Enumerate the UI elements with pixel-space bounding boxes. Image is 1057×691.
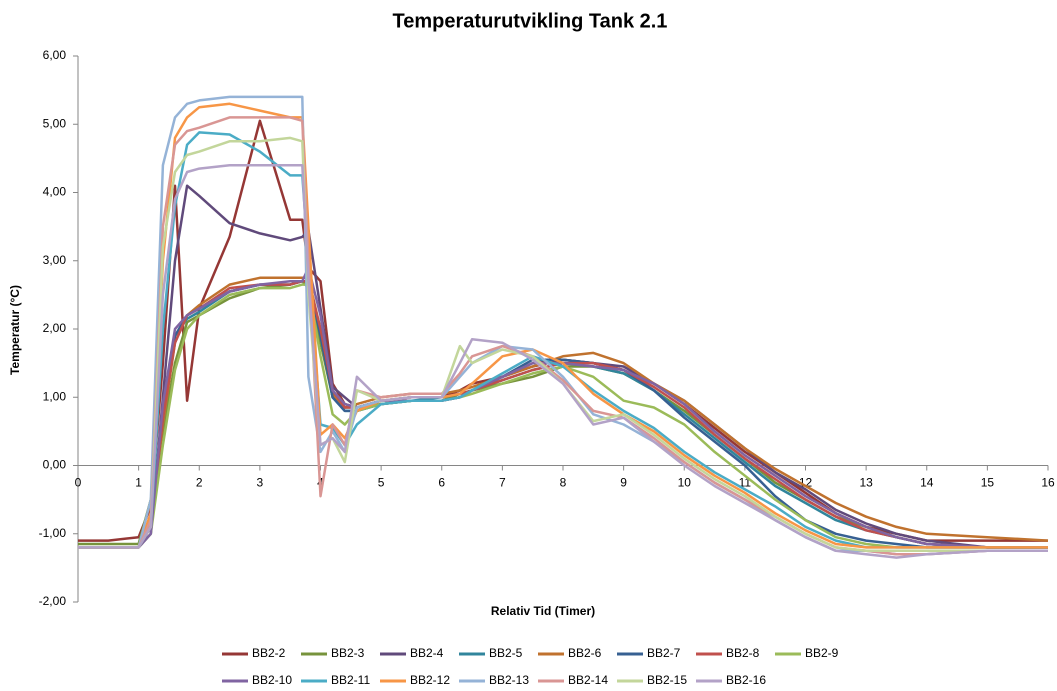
legend-label: BB2-2 — [252, 646, 286, 660]
y-tick-label: -1,00 — [39, 526, 67, 540]
legend-label: BB2-8 — [726, 646, 760, 660]
y-tick-label: 4,00 — [43, 185, 67, 199]
legend-label: BB2-16 — [726, 673, 766, 686]
x-tick-label: 10 — [678, 476, 692, 490]
y-tick-label: 3,00 — [43, 253, 67, 267]
series-line — [78, 279, 1048, 549]
x-tick-label: 7 — [499, 476, 506, 490]
legend-label: BB2-9 — [805, 646, 839, 660]
x-tick-label: 0 — [75, 476, 82, 490]
legend-label: BB2-5 — [489, 646, 523, 660]
x-axis-label: Relativ Tid (Timer) — [491, 604, 595, 618]
series-line — [78, 279, 1048, 549]
legend-label: BB2-6 — [568, 646, 602, 660]
y-tick-label: 5,00 — [43, 116, 67, 130]
series-line — [78, 283, 1048, 549]
y-tick-label: 1,00 — [43, 389, 67, 403]
legend-label: BB2-13 — [489, 673, 529, 686]
legend-label: BB2-14 — [568, 673, 608, 686]
series-line — [78, 279, 1048, 549]
x-tick-label: 5 — [378, 476, 385, 490]
x-tick-label: 9 — [620, 476, 627, 490]
legend-label: BB2-10 — [252, 673, 292, 686]
legend-label: BB2-3 — [331, 646, 365, 660]
y-tick-label: -2,00 — [39, 594, 67, 608]
legend-label: BB2-15 — [647, 673, 687, 686]
legend-label: BB2-7 — [647, 646, 681, 660]
series-line — [78, 163, 1048, 559]
x-tick-label: 15 — [981, 476, 995, 490]
legend-label: BB2-12 — [410, 673, 450, 686]
y-tick-label: 6,00 — [43, 48, 67, 62]
chart-title: Temperaturutvikling Tank 2.1 — [393, 10, 668, 32]
series-line — [78, 276, 1049, 549]
y-tick-label: 0,00 — [43, 458, 67, 472]
x-tick-label: 16 — [1041, 476, 1055, 490]
series-line — [78, 131, 1048, 549]
x-tick-label: 3 — [257, 476, 264, 490]
x-tick-label: 13 — [859, 476, 873, 490]
x-tick-label: 6 — [438, 476, 445, 490]
series-line — [78, 266, 1048, 549]
x-tick-label: 1 — [135, 476, 142, 490]
y-tick-label: 2,00 — [43, 321, 67, 335]
legend-label: BB2-4 — [410, 646, 444, 660]
x-tick-label: 2 — [196, 476, 203, 490]
x-tick-label: 14 — [920, 476, 934, 490]
series-line — [78, 279, 1048, 549]
x-tick-label: 8 — [560, 476, 567, 490]
legend-label: BB2-11 — [331, 673, 370, 686]
y-axis-label: Temperatur (°C) — [8, 285, 22, 375]
